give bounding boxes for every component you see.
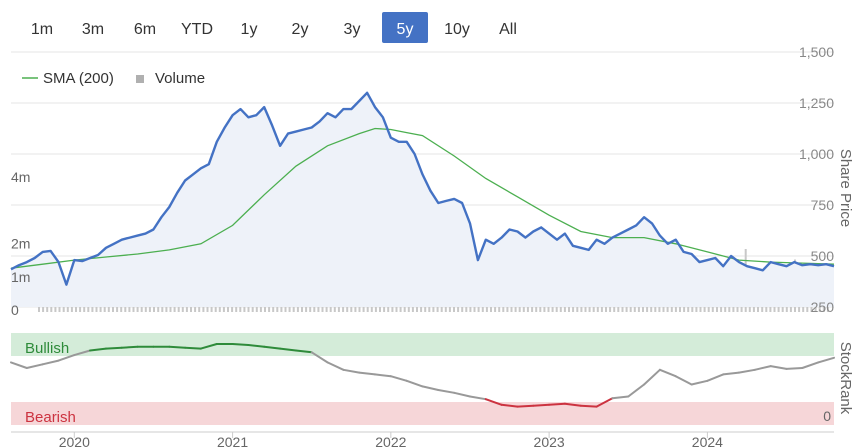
price-tick-label: 250 [811,299,835,315]
stockrank-segment [294,349,313,354]
x-tick-label: 2022 [375,434,406,448]
bearish-band-label: Bearish [25,409,76,426]
stockrank-segment [231,343,250,346]
bullish-band [11,333,834,356]
stockrank-segment [722,371,740,376]
stockrank-segment [500,403,519,408]
stockrank-segment [421,385,440,391]
x-tick-label: 2021 [217,434,248,448]
stockrank-segment [358,371,376,376]
bullish-band-label: Bullish [25,340,69,357]
stockrank-segment [674,375,693,386]
x-tick-label: 2024 [692,434,723,448]
stockrank-segment [453,391,471,398]
price-tick-label: 500 [811,248,835,264]
x-tick-label: 2023 [534,434,565,448]
stockrank-segment [199,343,218,350]
legend-sma-label[interactable]: SMA (200) [43,70,114,87]
stockrank-segment [469,395,487,401]
stockrank-segment [73,349,92,357]
stockrank-segment [310,351,329,364]
stockrank-segment [247,344,266,348]
stockrank-segment [817,356,835,364]
stockrank-segment [89,347,107,352]
share-price-line [10,91,835,286]
stockrank-segment [548,402,566,406]
stockrank-segment [595,397,614,408]
stockrank-segment [168,345,187,349]
sma-200-line [10,127,835,269]
volume-tick-label: 1m [11,269,30,285]
volume-tick-label: 4m [11,169,30,185]
price-tick-label: 1,500 [799,44,834,60]
volume-tick-label: 0 [11,302,19,318]
stockrank-segment [658,368,677,378]
stockrank-segment [753,365,772,371]
legend-volume-label[interactable]: Volume [155,70,205,87]
stockrank-segment [627,383,646,398]
stockrank-line [10,343,835,408]
stockrank-segment [532,403,551,407]
volume-y-axis: 0 1m 2m 4m [11,169,30,318]
range-label-all[interactable]: All [499,21,517,38]
stockrank-segment [389,375,408,382]
stockrank-segment [785,367,804,370]
stockrank-segment [563,402,582,407]
volume-tick-label: 2m [11,236,30,252]
legend-volume-swatch [136,75,144,83]
range-label-10y[interactable]: 10y [444,21,470,38]
range-label-1m[interactable]: 1m [31,21,53,38]
stockrank-y-axis: 0 [823,408,831,424]
stockrank-segment [105,346,123,350]
share-price-axis-title: Share Price [837,149,854,227]
x-tick-label: 2020 [59,434,90,448]
stockrank-segment [326,361,345,371]
stockrank-segment [611,395,630,400]
stockrank-segment [579,404,598,408]
stockrank-segment [437,389,456,394]
stockrank-segment [643,368,661,386]
stockrank-segment [57,354,76,362]
x-axis: 2020 2021 2022 2023 2024 [11,431,834,448]
stockrank-segment [184,346,202,350]
price-tick-label: 1,000 [799,146,834,162]
stockrank-axis-title: StockRank [837,342,854,415]
stockrank-segment [738,368,756,374]
stockrank-segment [706,373,725,382]
stockrank-segment [801,361,820,369]
range-button-5y-bg [382,12,428,43]
range-label-5y[interactable]: 5y [397,21,414,38]
stockrank-segment [263,345,282,350]
range-label-2y[interactable]: 2y [292,21,309,38]
stockrank-segment [41,359,60,366]
stockrank-segment [279,347,297,352]
range-label-3y[interactable]: 3y [344,21,361,38]
price-tick-label: 1,250 [799,95,834,111]
stockrank-segment [120,345,139,349]
range-label-1y[interactable]: 1y [241,21,258,38]
price-y-axis: 250 500 750 1,000 1,250 1,500 [799,44,834,315]
stockrank-segment [25,363,44,369]
legend: SMA (200) Volume [22,70,205,87]
stockrank-segment [690,379,709,386]
range-label-3m[interactable]: 3m [82,21,104,38]
range-label-ytd[interactable]: YTD [181,21,213,38]
stockrank-segment [516,404,535,408]
stockrank-tick-label: 0 [823,408,831,424]
stockrank-segment [405,379,424,388]
range-label-6m[interactable]: 6m [134,21,156,38]
stockrank-segment [10,361,28,369]
stockrank-segment [374,373,392,378]
price-tick-label: 750 [811,197,835,213]
range-buttons: 1m 3m 6m YTD 1y 2y 3y 5y 10y All [31,12,517,43]
bearish-band [11,402,834,425]
stockrank-segment [342,368,361,374]
stockrank-segment [769,365,788,370]
stockrank-segment [484,398,503,406]
price-area [11,92,834,307]
